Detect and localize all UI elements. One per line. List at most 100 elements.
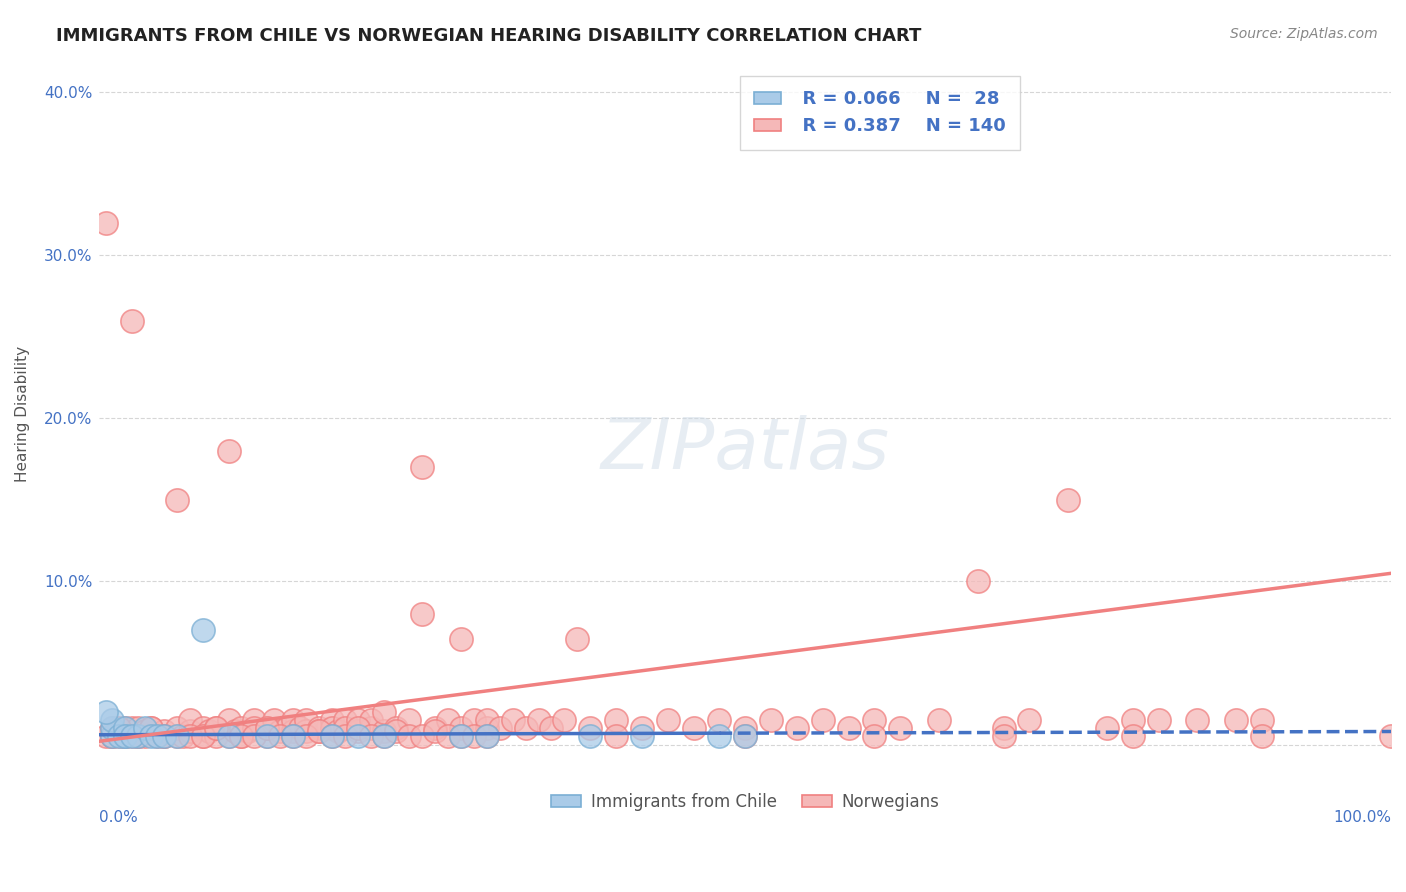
Point xyxy=(425,721,447,735)
Point xyxy=(411,460,433,475)
Point xyxy=(373,705,395,719)
Point xyxy=(759,713,782,727)
Y-axis label: Hearing Disability: Hearing Disability xyxy=(15,346,30,483)
Point xyxy=(308,724,330,739)
Point xyxy=(107,730,129,744)
Point xyxy=(373,730,395,744)
Point xyxy=(107,730,129,744)
Point xyxy=(308,724,330,739)
Point xyxy=(515,721,537,735)
Point xyxy=(295,730,318,744)
Point xyxy=(540,721,562,735)
Point xyxy=(863,730,886,744)
Point xyxy=(605,730,627,744)
Point xyxy=(450,730,472,744)
Point xyxy=(153,730,176,744)
Point xyxy=(553,713,575,727)
Point xyxy=(1057,492,1080,507)
Point xyxy=(475,730,498,744)
Point xyxy=(243,713,266,727)
Point xyxy=(630,721,652,735)
Point xyxy=(204,721,226,735)
Point xyxy=(281,713,304,727)
Point xyxy=(786,721,808,735)
Point xyxy=(101,730,124,744)
Text: Source: ZipAtlas.com: Source: ZipAtlas.com xyxy=(1230,27,1378,41)
Point xyxy=(734,721,756,735)
Point xyxy=(166,492,188,507)
Point xyxy=(243,721,266,735)
Point xyxy=(256,730,278,744)
Point xyxy=(1095,721,1118,735)
Point xyxy=(153,724,176,739)
Point xyxy=(385,721,408,735)
Point xyxy=(928,713,950,727)
Point xyxy=(231,730,253,744)
Point xyxy=(114,721,136,735)
Point xyxy=(179,713,201,727)
Point xyxy=(475,730,498,744)
Point xyxy=(993,730,1015,744)
Point xyxy=(385,724,408,739)
Point xyxy=(993,721,1015,735)
Point xyxy=(101,721,124,735)
Point xyxy=(333,730,356,744)
Point xyxy=(1147,713,1170,727)
Point xyxy=(333,721,356,735)
Point xyxy=(321,730,343,744)
Point xyxy=(281,730,304,744)
Point xyxy=(709,713,731,727)
Point xyxy=(346,730,368,744)
Point xyxy=(139,721,162,735)
Point xyxy=(321,713,343,727)
Point xyxy=(139,726,162,740)
Point xyxy=(281,724,304,739)
Point xyxy=(243,730,266,744)
Point xyxy=(709,730,731,744)
Point xyxy=(179,724,201,739)
Point xyxy=(437,730,460,744)
Point xyxy=(191,624,214,638)
Point xyxy=(218,730,240,744)
Point xyxy=(360,713,382,727)
Point xyxy=(172,730,194,744)
Point xyxy=(94,730,117,744)
Point xyxy=(579,730,602,744)
Point xyxy=(191,721,214,735)
Point xyxy=(166,730,188,744)
Point xyxy=(191,730,214,744)
Point xyxy=(1225,713,1247,727)
Point xyxy=(682,721,704,735)
Text: IMMIGRANTS FROM CHILE VS NORWEGIAN HEARING DISABILITY CORRELATION CHART: IMMIGRANTS FROM CHILE VS NORWEGIAN HEARI… xyxy=(56,27,921,45)
Point xyxy=(146,730,169,744)
Point xyxy=(94,216,117,230)
Point xyxy=(121,730,143,744)
Point xyxy=(488,721,510,735)
Point xyxy=(114,730,136,744)
Point xyxy=(94,705,117,719)
Text: ZIPatlas: ZIPatlas xyxy=(600,416,890,484)
Point xyxy=(191,730,214,744)
Point xyxy=(889,721,911,735)
Point xyxy=(231,730,253,744)
Point xyxy=(256,721,278,735)
Point xyxy=(218,730,240,744)
Point xyxy=(236,724,259,739)
Point xyxy=(204,721,226,735)
Point xyxy=(114,730,136,744)
Point xyxy=(1250,730,1272,744)
Point xyxy=(450,721,472,735)
Point xyxy=(630,730,652,744)
Point xyxy=(256,721,278,735)
Point xyxy=(398,713,420,727)
Point xyxy=(114,721,136,735)
Legend: Immigrants from Chile, Norwegians: Immigrants from Chile, Norwegians xyxy=(544,786,946,817)
Point xyxy=(295,713,318,727)
Point xyxy=(179,730,201,744)
Point xyxy=(127,730,149,744)
Point xyxy=(218,713,240,727)
Point xyxy=(346,724,368,739)
Point xyxy=(837,721,859,735)
Point xyxy=(475,713,498,727)
Point xyxy=(134,724,156,739)
